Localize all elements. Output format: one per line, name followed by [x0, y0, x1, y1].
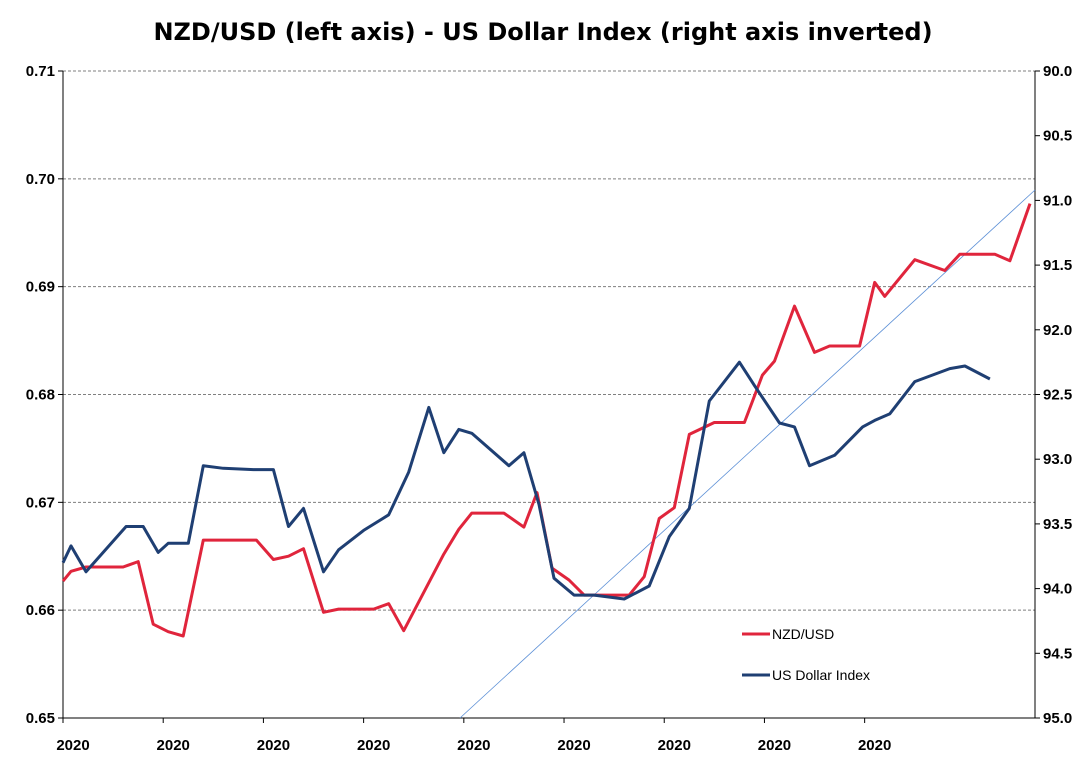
series-line-nzd-usd	[61, 203, 1032, 638]
left-tick-label: 0.68	[26, 387, 55, 404]
x-tick-label: 2020	[257, 737, 290, 754]
trendline	[459, 189, 1036, 719]
x-tick-label: 2020	[658, 737, 691, 754]
x-tick-label: 2020	[157, 737, 190, 754]
left-tick-label: 0.66	[26, 602, 55, 619]
right-tick-label: 90.5	[1043, 128, 1072, 145]
gridlines	[63, 70, 1035, 611]
tick-labels: 0.65 0.66 0.67 0.68 0.69 0.70 0.71 90.0 90.5 91.0…	[26, 63, 1072, 754]
axes	[58, 70, 1040, 723]
x-tick-label: 2020	[858, 737, 891, 754]
right-tick-label: 95.0	[1043, 710, 1072, 727]
x-tick-label: 2020	[357, 737, 390, 754]
left-tick-label: 0.69	[26, 279, 55, 296]
legend: NZD/USD US Dollar Index	[742, 626, 870, 683]
left-tick-label: 0.67	[26, 494, 55, 511]
right-tick-label: 93.0	[1043, 451, 1072, 468]
legend-label: NZD/USD	[772, 626, 834, 642]
left-tick-label: 0.70	[26, 171, 55, 188]
right-tick-label: 91.0	[1043, 192, 1072, 209]
trend-line	[459, 189, 1036, 719]
right-tick-label: 92.0	[1043, 322, 1072, 339]
right-tick-label: 90.0	[1043, 63, 1072, 80]
right-tick-label: 93.5	[1043, 516, 1072, 533]
left-tick-label: 0.71	[26, 63, 55, 80]
right-tick-label: 92.5	[1043, 387, 1072, 404]
right-tick-label: 94.0	[1043, 581, 1072, 598]
left-tick-label: 0.65	[26, 710, 55, 727]
legend-label: US Dollar Index	[772, 667, 870, 683]
series-line-us-dollar-index	[61, 360, 991, 601]
x-tick-label: 2020	[758, 737, 791, 754]
chart-title: NZD/USD (left axis) - US Dollar Index (r…	[153, 18, 932, 46]
x-tick-label: 2020	[457, 737, 490, 754]
series-lines	[61, 203, 1032, 638]
x-tick-label: 2020	[56, 737, 89, 754]
right-tick-label: 94.5	[1043, 645, 1072, 662]
x-tick-label: 2020	[557, 737, 590, 754]
right-tick-label: 91.5	[1043, 257, 1072, 274]
